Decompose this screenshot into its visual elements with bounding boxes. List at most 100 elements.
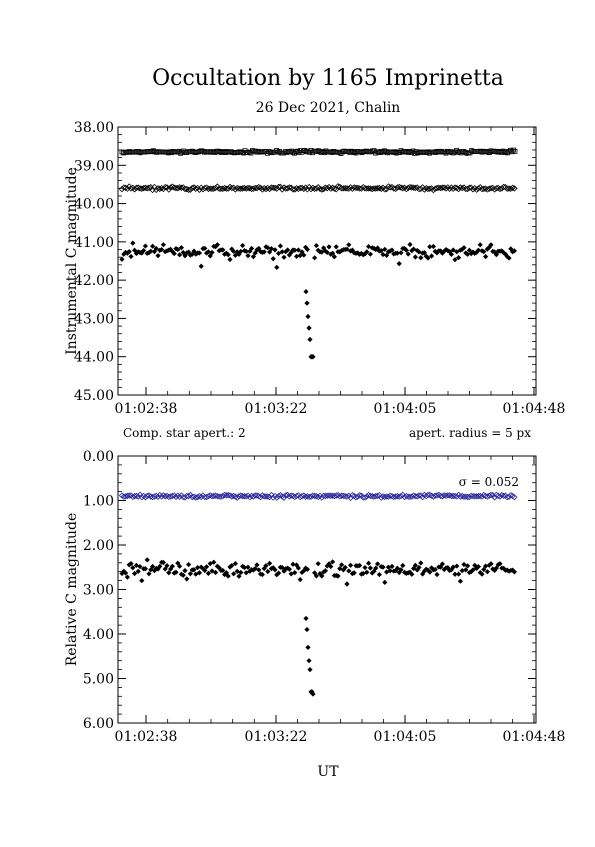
data-point [269, 150, 275, 156]
data-point [432, 492, 439, 499]
data-point [225, 492, 232, 499]
data-point [286, 566, 292, 572]
data-point [469, 148, 474, 153]
data-point [465, 251, 471, 257]
data-point [410, 148, 416, 154]
data-point [326, 561, 332, 567]
data-point [303, 289, 309, 295]
data-point [126, 562, 132, 568]
data-point [214, 493, 221, 500]
data-point [406, 183, 414, 191]
data-point [275, 149, 281, 155]
data-point [505, 493, 513, 501]
data-point [331, 149, 336, 154]
data-point [125, 149, 131, 155]
data-point [178, 184, 185, 191]
data-point [362, 564, 368, 571]
data-point [484, 246, 490, 252]
data-point [220, 247, 226, 253]
data-point [376, 491, 383, 499]
data-point [452, 257, 458, 263]
x-axis-label: UT [317, 764, 339, 780]
data-point [160, 492, 167, 499]
data-point [201, 493, 208, 501]
data-point [295, 565, 301, 571]
data-point [387, 568, 393, 574]
data-point [267, 249, 273, 255]
data-point [417, 185, 424, 193]
chart-subtitle: 26 Dec 2021, Chalin [256, 100, 401, 116]
data-point [183, 185, 190, 193]
data-point [166, 150, 171, 156]
data-point [185, 492, 192, 500]
data-point [254, 149, 260, 155]
data-point [196, 250, 202, 256]
data-point [282, 492, 289, 499]
data-point [490, 566, 496, 572]
data-point [480, 491, 487, 499]
data-point [480, 185, 487, 192]
data-point [238, 248, 244, 255]
y-tick-label: 6.00 [83, 716, 114, 732]
data-point [371, 568, 377, 574]
data-point [474, 565, 480, 571]
data-point [365, 185, 372, 192]
data-point [214, 563, 220, 569]
data-point [472, 250, 478, 256]
data-point [310, 691, 316, 697]
data-point [265, 568, 271, 575]
data-point [312, 570, 318, 576]
data-point [423, 253, 429, 259]
data-point [423, 185, 430, 192]
data-point [133, 184, 140, 191]
data-point [464, 150, 470, 156]
data-point [121, 568, 127, 574]
data-point [158, 184, 165, 192]
data-point [170, 148, 176, 154]
data-point [416, 149, 422, 155]
data-point [148, 149, 153, 155]
data-point [502, 251, 508, 257]
data-point [367, 565, 373, 571]
data-point [309, 492, 316, 499]
data-point [274, 148, 279, 153]
data-point [283, 249, 289, 255]
data-point [133, 149, 138, 155]
data-point [407, 149, 413, 154]
data-point [498, 491, 505, 499]
data-point [466, 247, 472, 253]
data-point [410, 492, 417, 499]
data-point [352, 494, 360, 501]
data-point [375, 245, 381, 251]
data-point [162, 566, 168, 572]
data-point [347, 150, 353, 156]
data-point [144, 492, 151, 500]
data-point [418, 149, 423, 155]
data-point [294, 562, 300, 568]
data-point [136, 491, 144, 498]
data-point [148, 248, 154, 254]
y-tick-label: 44.00 [74, 350, 114, 366]
data-point [182, 568, 188, 574]
data-point [501, 565, 507, 571]
data-point [511, 494, 518, 501]
comp-star-aperture-note: Comp. star apert.: 2 [123, 426, 246, 440]
data-point [370, 493, 378, 500]
data-point [412, 562, 418, 568]
data-point [384, 252, 390, 258]
data-point [398, 148, 404, 154]
data-point [167, 149, 173, 155]
data-point [468, 492, 475, 499]
data-point [502, 149, 507, 155]
x-tick-label: 01:03:22 [245, 401, 308, 417]
data-point [250, 253, 256, 260]
data-point [508, 147, 513, 153]
data-point [415, 150, 420, 156]
data-point [212, 150, 218, 155]
data-point [247, 149, 252, 155]
data-point [459, 492, 466, 500]
data-point [259, 492, 266, 499]
x-tick-label: 01:04:48 [503, 729, 566, 745]
data-point [204, 564, 210, 570]
data-point [319, 573, 325, 579]
